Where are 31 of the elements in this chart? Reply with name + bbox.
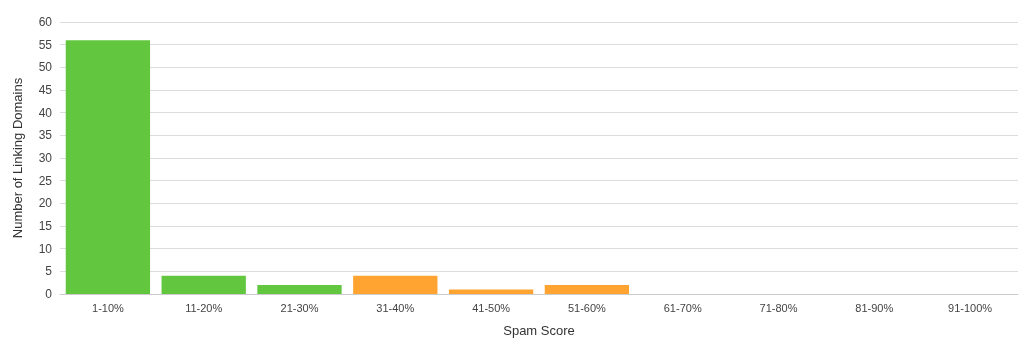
x-tick-label: 31-40% — [376, 301, 415, 314]
y-axis-title: Number of Linking Domains — [10, 77, 25, 239]
bar — [448, 289, 534, 294]
x-tick-label: 81-90% — [855, 301, 894, 314]
y-tick-label: 10 — [38, 241, 53, 256]
bar — [257, 284, 342, 294]
x-tick-label: 1-10% — [92, 301, 125, 314]
y-tick-label: 0 — [45, 287, 53, 301]
x-tick-label: 41-50% — [472, 301, 511, 314]
x-axis-title: Spam Score — [503, 323, 575, 338]
x-tick-label: 51-60% — [567, 301, 607, 314]
bar — [65, 40, 151, 294]
y-tick-label: 55 — [38, 37, 53, 52]
y-tick-label: 5 — [45, 264, 53, 279]
x-tick-label: 91-100% — [948, 301, 993, 314]
y-tick-label: 40 — [38, 105, 53, 120]
x-tick-label: 11-20% — [185, 301, 223, 314]
y-tick-label: 35 — [38, 128, 53, 143]
bar — [161, 275, 246, 294]
x-tick-label: 71-80% — [759, 301, 798, 314]
bar — [353, 275, 438, 294]
y-tick-label: 25 — [38, 173, 53, 188]
y-tick-label: 45 — [38, 83, 53, 97]
y-tick-label: 15 — [38, 219, 53, 233]
y-tick-label: 50 — [38, 60, 53, 75]
y-tick-label: 30 — [38, 151, 53, 165]
y-tick-label: 20 — [38, 196, 53, 211]
y-tick-label: 60 — [38, 15, 53, 29]
x-tick-label: 21-30% — [280, 301, 319, 314]
bar — [544, 284, 630, 294]
x-tick-label: 61-70% — [663, 301, 702, 314]
